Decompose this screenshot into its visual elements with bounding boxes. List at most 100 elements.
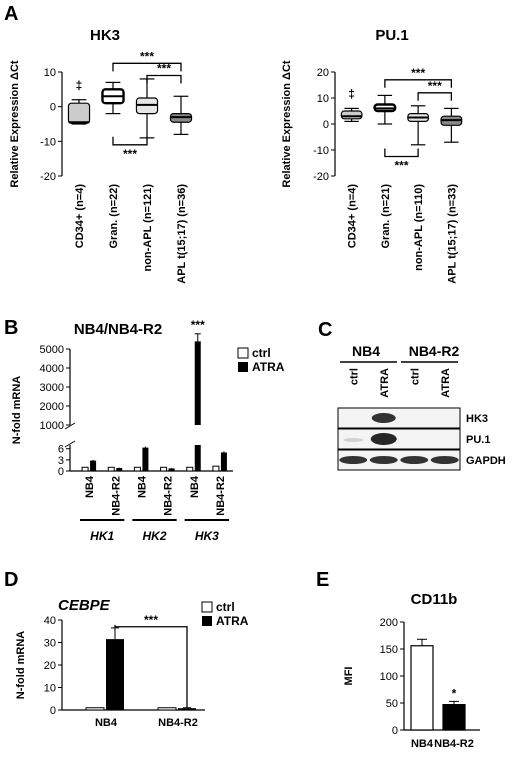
band-gapdh [400,456,429,464]
bar-atra [220,452,227,471]
category-label: NB4 [189,475,201,498]
y-tick-label: 3 [58,455,64,467]
category-label: NB4 [84,475,96,498]
bar-ctrl [85,707,105,711]
chart-pu1-boxplot: PU.1 -20 -10 0 10 20 Relative Expression ΔCt CD… [281,27,463,284]
lane-label: ATRA [440,368,452,398]
legend-label: ctrl [216,600,235,614]
legend-swatch-ctrl [237,347,249,359]
group-label: HK1 [90,529,114,543]
y-axis-label: N-fold mRNA [11,376,23,444]
chart-nb4-bar: NB4/NB4-R2 1000 2000 3000 4000 5000 036 N-fold … [11,318,285,543]
blot-strip [337,428,461,450]
bar-atra [90,460,97,471]
category-label: non-APL (n=121) [142,184,154,272]
group-label: HK2 [142,529,166,543]
panel-letter-b: B [4,317,18,339]
blot-strip [337,407,461,429]
category-label: APL t(15;17) (n=36) [176,184,188,284]
significance-stars: *** [123,147,137,161]
legend-swatch-atra [202,616,212,626]
y-tick-label: 20 [317,67,329,79]
band-gapdh [339,456,368,464]
legend-label: ctrl [252,346,271,360]
band-gapdh [430,456,459,464]
y-tick-label: -10 [313,145,329,157]
band-pu1-faint [343,438,364,442]
significance-stars: *** [157,61,171,75]
bar [442,704,466,731]
band-gapdh [369,456,398,464]
y-tick-label: 10 [317,93,329,105]
y-tick-label: 5000 [40,344,64,356]
y-tick-label: 150 [380,644,398,656]
category-label: non-APL (n=110) [413,184,425,271]
y-tick-label: 50 [386,698,398,710]
bar-ctrl [212,465,220,472]
category-label: Gran. (n=22) [108,184,120,249]
legend-swatch-ctrl [201,601,213,613]
blot-strip [337,449,461,471]
band-hk3 [371,413,396,423]
y-tick-label: -10 [40,136,56,148]
significance-bracket [384,148,419,158]
dagger-mark: ‡ [76,78,83,92]
y-tick-label: 100 [380,671,398,683]
category-label: Gran. (n=21) [380,184,392,249]
category-label: CD34+ (n=4) [74,184,86,249]
category-label: NB4 [95,717,118,729]
y-tick-label: 6 [58,444,64,456]
y-tick-label: 3000 [40,382,64,394]
bar-ctrl [157,707,177,711]
y-axis-label: N-fold mRNA [15,631,27,699]
legend-label: ATRA [252,360,285,374]
chart-cebpe-bar: CEBPE 0 10 20 30 40 N-fold mRNA NB4 NB4-R2 *** ctr… [15,597,249,729]
category-label: NB4-R2 [163,476,175,516]
chart-cd11b-bar: CD11b 0 50 100 150 200 MFI NB4 NB4-R2 * [343,591,480,750]
y-tick-label: 0 [50,102,56,114]
y-tick-label: 30 [44,638,56,650]
bar-ctrl [81,466,89,472]
blot-header: NB4-R2 [409,343,460,359]
y-tick-label: 0 [58,466,64,478]
western-blot: NB4 NB4-R2 ctrl ATRA ctrl ATRA HK3 PU.1 GAPDH [337,343,506,471]
significance-bracket [417,92,453,101]
significance-bracket [114,624,188,708]
group-label: HK3 [195,529,219,543]
y-tick-label: 200 [380,617,398,629]
bar-atra [194,445,201,471]
significance-stars: *** [428,79,442,93]
y-tick-label: 4000 [40,363,64,375]
y-tick-label: -20 [313,171,329,183]
significance-stars: *** [191,318,205,332]
y-tick-label: 20 [44,660,56,672]
bar-ctrl [160,466,168,472]
category-label: APL t(15;17) (n=33) [446,184,458,284]
blot-row-label: GAPDH [466,455,506,467]
panel-letter-d: D [4,569,18,591]
legend-swatch-atra [238,362,248,372]
significance-bracket [146,74,182,84]
y-tick-label: 40 [44,615,56,627]
significance-bracket [112,136,148,146]
box [340,110,363,120]
lane-label: ATRA [379,368,391,398]
significance-stars: *** [140,49,154,63]
y-tick-label: 10 [44,67,56,79]
panel-letter-a: A [4,3,18,25]
category-label: NB4 [136,475,148,498]
bar-ctrl [133,466,141,472]
blot-header: NB4 [352,343,380,359]
significance-bracket [112,62,182,72]
y-tick-label: 0 [323,119,329,131]
y-axis-label: Relative Expression ΔCt [9,60,21,187]
bar-atra [142,447,149,471]
significance-stars: *** [411,66,425,80]
significance-stars: *** [144,613,158,627]
chart-title: NB4/NB4-R2 [74,321,162,338]
y-axis-label: MFI [343,667,355,686]
chart-title: PU.1 [375,27,408,44]
bar-atra [194,341,201,425]
significance-stars: * [452,686,457,700]
